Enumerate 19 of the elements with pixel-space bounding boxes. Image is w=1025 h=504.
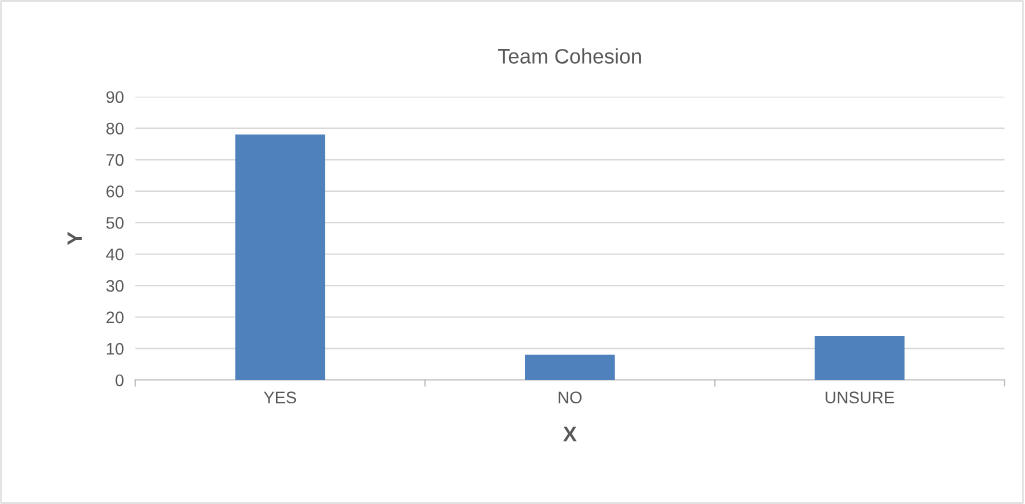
y-tick-label: 90 — [106, 91, 124, 103]
x-tick-label: NO — [558, 391, 582, 404]
y-tick-label: 0 — [115, 374, 124, 387]
chart-title: Team Cohesion — [498, 48, 641, 64]
y-tick-label: 70 — [106, 154, 124, 166]
y-tick-label: 50 — [106, 217, 124, 229]
bar — [814, 335, 905, 381]
x-tick-label: UNSURE — [825, 391, 895, 404]
y-tick-label: 40 — [106, 248, 124, 261]
y-tick-label: 60 — [106, 185, 124, 198]
y-tick-label: 20 — [106, 311, 124, 324]
x-tick-label: YES — [263, 391, 297, 404]
y-tick-label: 80 — [106, 122, 124, 135]
bar — [235, 134, 326, 381]
bar — [524, 354, 615, 381]
x-axis-title: X — [563, 426, 577, 442]
y-tick-label: 30 — [106, 280, 124, 292]
y-tick-label: 10 — [106, 342, 124, 355]
y-axis-title: Y — [67, 231, 82, 245]
